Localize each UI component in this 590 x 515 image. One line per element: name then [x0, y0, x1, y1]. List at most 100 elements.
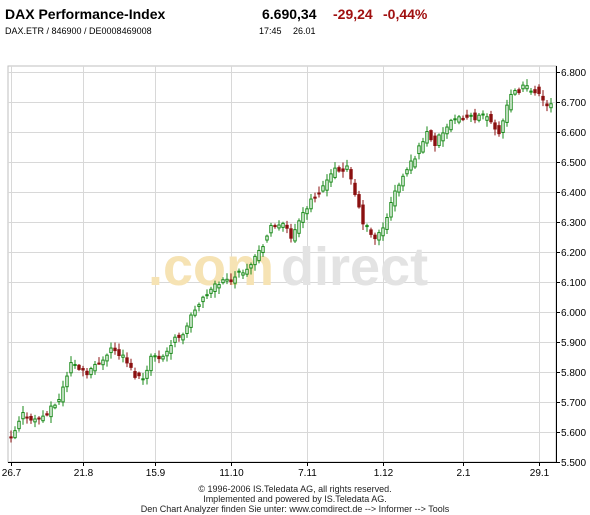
candle-body — [517, 89, 521, 94]
candle-body — [405, 169, 409, 175]
candle-down — [77, 364, 81, 371]
candle-down — [369, 227, 373, 238]
candle-down — [349, 167, 353, 185]
candle-up — [89, 366, 93, 379]
candle-up — [401, 173, 405, 191]
y-tick-label: 6.500 — [561, 158, 586, 169]
candle-body — [317, 192, 321, 195]
candle-body — [413, 158, 417, 168]
candle-up — [33, 414, 37, 428]
candle-down — [81, 365, 85, 377]
candle-down — [361, 199, 365, 230]
candle-up — [153, 353, 157, 362]
candle-body — [165, 350, 169, 357]
candle-up — [181, 332, 185, 345]
candle-down — [229, 273, 233, 285]
candle-down — [353, 179, 357, 197]
candle-body — [13, 430, 17, 439]
candle-body — [129, 362, 133, 368]
y-tick-label: 6.400 — [561, 188, 586, 199]
candle-up — [277, 220, 281, 231]
candle-body — [25, 416, 29, 419]
candle-up — [145, 365, 149, 385]
candle-body — [245, 268, 249, 275]
candle-body — [421, 141, 425, 153]
candle-down — [137, 371, 141, 379]
candle-body — [365, 225, 369, 228]
candle-up — [265, 234, 269, 243]
candle-body — [253, 255, 257, 266]
candle-body — [85, 370, 89, 376]
candle-up — [477, 113, 481, 123]
candle-body — [369, 229, 373, 235]
candle-up — [509, 89, 513, 113]
candle-body — [237, 270, 241, 273]
candle-body — [225, 278, 229, 282]
candle-down — [133, 367, 137, 380]
candle-up — [325, 174, 329, 197]
candle-up — [169, 339, 173, 360]
candle-down — [117, 343, 121, 360]
candle-up — [189, 312, 193, 333]
candle-up — [21, 405, 25, 425]
candle-up — [437, 133, 441, 148]
candle-up — [17, 416, 21, 432]
candle-down — [157, 350, 161, 364]
candle-body — [389, 202, 393, 218]
candle-down — [125, 352, 129, 368]
candle-up — [165, 347, 169, 362]
candle-body — [429, 130, 433, 141]
candle-body — [453, 118, 457, 121]
candle-up — [385, 213, 389, 234]
candle-body — [349, 169, 353, 180]
candle-body — [93, 363, 97, 372]
candle-body — [505, 104, 509, 123]
candle-down — [37, 416, 41, 425]
y-tick-label: 5.800 — [561, 368, 586, 379]
candle-body — [485, 116, 489, 121]
candle-body — [45, 413, 49, 416]
quote-time: 17:45 — [259, 26, 282, 36]
y-tick-label: 6.000 — [561, 308, 586, 319]
candle-body — [381, 227, 385, 237]
candle-body — [189, 314, 193, 328]
candle-up — [261, 244, 265, 257]
candle-body — [497, 125, 501, 135]
candle-body — [217, 284, 221, 289]
candle-down — [429, 129, 433, 142]
candle-body — [293, 229, 297, 242]
candle-body — [121, 354, 125, 358]
candle-body — [437, 134, 441, 147]
x-tick-label: 21.8 — [74, 468, 94, 479]
candle-body — [73, 363, 77, 366]
candle-body — [181, 334, 185, 341]
candle-up — [241, 269, 245, 280]
candle-body — [41, 415, 45, 422]
candle-body — [529, 90, 533, 93]
candle-up — [405, 167, 409, 177]
candle-down — [129, 358, 133, 371]
candle-up — [257, 245, 261, 264]
candle-body — [385, 217, 389, 230]
candle-body — [373, 234, 377, 240]
candle-up — [513, 88, 517, 96]
footer-analyzer-link[interactable]: Den Chart Analyzer finden Sie unter: www… — [140, 504, 450, 514]
candle-up — [101, 356, 105, 370]
candle-down — [313, 192, 317, 203]
footer-powered-by: Implemented and powered by IS.Teledata A… — [203, 494, 387, 504]
candle-up — [505, 99, 509, 127]
watermark: .com direct — [148, 237, 428, 297]
candle-up — [185, 322, 189, 338]
candle-up — [481, 110, 485, 120]
candle-body — [493, 122, 497, 130]
candle-up — [345, 159, 349, 172]
candle-body — [465, 114, 469, 118]
candle-body — [329, 173, 333, 183]
candle-up — [333, 162, 337, 180]
candle-body — [197, 304, 201, 307]
candle-body — [305, 208, 309, 215]
candle-up — [141, 372, 145, 385]
candle-up — [365, 223, 369, 232]
candle-body — [473, 112, 477, 121]
